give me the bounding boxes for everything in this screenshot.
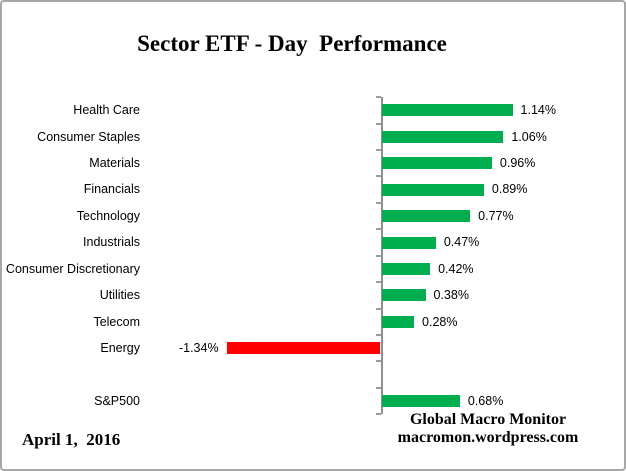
axis-tick [376,333,381,336]
axis-tick [376,201,381,204]
value-label: 0.68% [467,393,504,408]
category-label: Energy [100,340,140,355]
value-label: 1.14% [520,103,556,118]
category-label: Consumer Staples [37,129,140,144]
category-label: Utilities [99,288,140,303]
bar [382,289,426,302]
credit-line-2: macromon.wordpress.com [397,428,579,446]
category-label: Materials [89,156,140,171]
category-label: Consumer Discretionary [5,261,140,276]
value-axis [381,97,383,415]
axis-tick [376,122,381,125]
category-label: Health Care [73,103,140,118]
value-label: 0.42% [438,261,474,276]
category-label: S&P500 [94,393,140,408]
axis-tick [376,149,381,152]
bar [382,183,484,196]
bar [382,130,504,143]
axis-tick [376,281,381,284]
value-label: 1.06% [511,129,547,144]
value-label: 0.38% [433,288,469,303]
value-label: 0.28% [422,314,458,329]
credit-block: Global Macro Monitor macromon.wordpress.… [368,411,608,446]
bar [226,342,380,355]
value-label: 0.77% [478,208,514,223]
bar [382,157,492,170]
axis-tick [376,307,381,310]
value-label: -1.34% [178,340,219,355]
bar [382,395,460,408]
axis-tick [376,254,381,257]
axis-tick [376,360,381,363]
bar [382,262,431,275]
category-label: Industrials [83,235,140,250]
category-label: Financials [83,182,140,197]
date-label: April 1, 2016 [22,430,121,449]
axis-tick [376,96,381,99]
chart-title: Sector ETF - Day Performance [137,31,447,56]
axis-tick [376,228,381,231]
credit-line-1: Global Macro Monitor [409,411,567,428]
bar [382,104,513,117]
bar [382,210,471,223]
bar [382,315,415,328]
bar [382,236,436,249]
axis-tick [376,413,381,416]
axis-tick [376,386,381,389]
category-label: Telecom [93,314,140,329]
value-label: 0.47% [443,235,480,250]
category-label: Technology [76,208,140,223]
axis-tick [376,175,381,178]
value-label: 0.96% [499,156,536,171]
value-label: 0.89% [491,182,528,197]
